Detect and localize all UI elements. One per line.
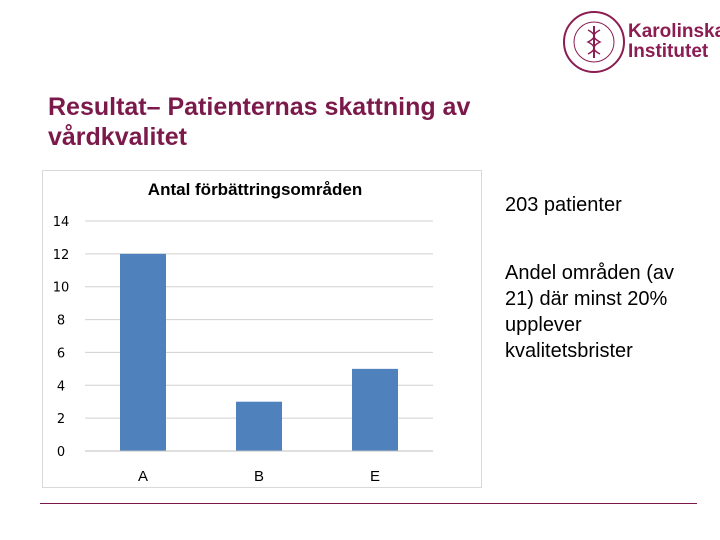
karolinska-logo (560, 8, 720, 76)
y-tick-label: 2 (57, 412, 65, 427)
karolinska-seal-icon (563, 11, 625, 73)
y-tick-label: 6 (57, 346, 65, 361)
bar-chart: Antal förbättringsområden 0 2 4 6 8 10 12 14 A För… (53, 180, 433, 489)
y-tick-label: 12 (53, 248, 70, 263)
areas-note: Andel områden (av 21) där minst 20% uppl… (505, 262, 674, 362)
slide-title: Resultat– Patienternas skattning av vård… (48, 93, 471, 151)
y-tick-label: 14 (53, 215, 70, 230)
patients-note: 203 patienter (505, 194, 622, 216)
bar (352, 368, 398, 451)
logo-name-line1: Karolinska (628, 21, 720, 42)
x-tick-label: A (138, 468, 148, 485)
y-tick-label: 10 (53, 281, 70, 296)
x-tick-sublabel: Direkt efter (229, 488, 290, 489)
x-tick-label: B (254, 468, 264, 485)
x-tick-sublabel: Före team (117, 488, 169, 489)
bar (236, 401, 282, 451)
x-tick-sublabel: Efter 1,5 år (346, 488, 406, 489)
chart-frame: Antal förbättringsområden 0 2 4 6 8 10 12 14 A För… (42, 170, 482, 489)
x-tick-label: E (370, 468, 380, 485)
y-tick-label: 8 (57, 314, 65, 329)
logo-name-line2: Institutet (628, 41, 709, 62)
chart-title: Antal förbättringsområden (148, 180, 362, 199)
bar (120, 253, 166, 451)
footer-divider (40, 503, 697, 504)
y-tick-label: 0 (57, 445, 65, 460)
y-tick-label: 4 (57, 379, 65, 394)
logo-wordmark: Karolinska Institutet (628, 22, 720, 62)
